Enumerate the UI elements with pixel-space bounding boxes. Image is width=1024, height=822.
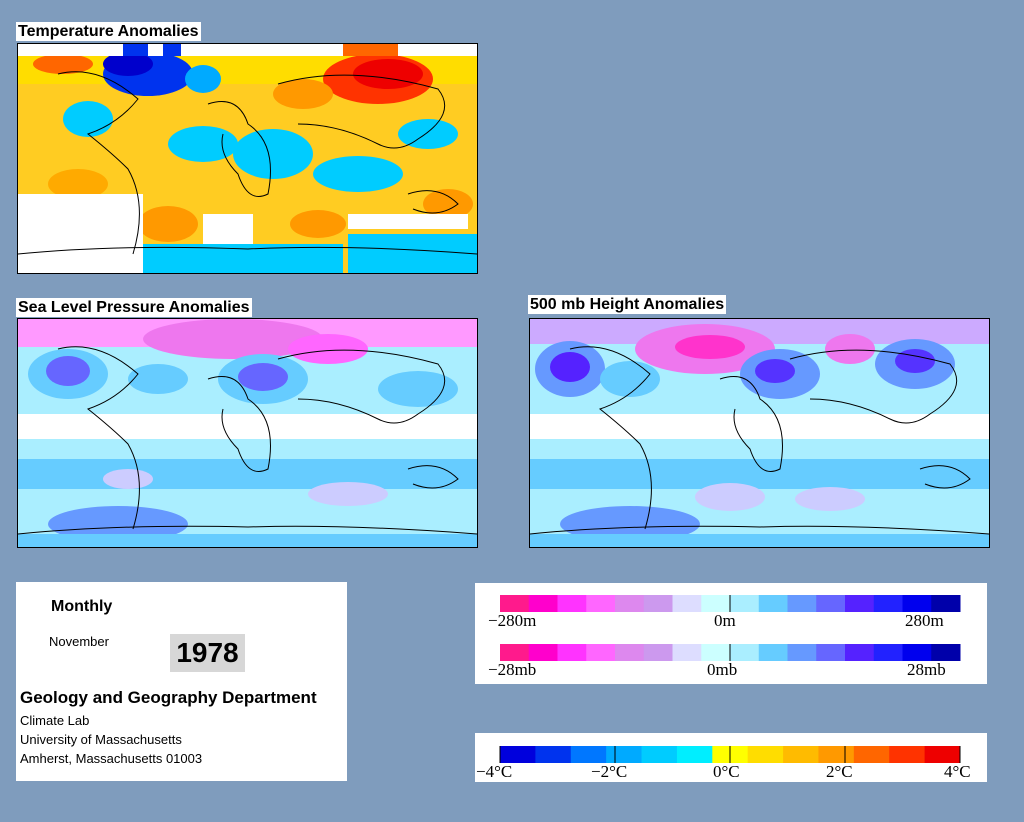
color-swatch: [615, 644, 645, 661]
color-swatch: [818, 746, 855, 763]
color-swatch: [643, 644, 673, 661]
color-swatch: [557, 595, 587, 612]
month-label: November: [49, 634, 109, 649]
color-swatch: [730, 595, 760, 612]
color-swatch: [672, 595, 702, 612]
slp-anomalies-title: Sea Level Pressure Anomalies: [16, 298, 252, 317]
pressure-max-label: 28mb: [907, 660, 946, 679]
height-color-scale: [500, 595, 961, 612]
color-swatch: [845, 644, 875, 661]
color-swatch: [500, 595, 530, 612]
height-max-label: 280m: [905, 611, 944, 630]
color-swatch: [528, 644, 558, 661]
color-swatch: [701, 644, 731, 661]
temp-tick-1: −4°C: [476, 762, 513, 781]
height-mid-label: 0m: [714, 611, 736, 630]
color-swatch: [641, 746, 678, 763]
color-swatch: [758, 595, 788, 612]
color-swatch: [500, 644, 530, 661]
color-swatch: [816, 595, 846, 612]
color-swatch: [783, 746, 819, 763]
color-swatch: [902, 644, 932, 661]
color-swatch: [672, 644, 702, 661]
university-name: University of Massachusetts: [20, 732, 182, 747]
slp-anomaly-map: [17, 318, 478, 548]
color-swatch: [676, 746, 713, 763]
color-swatch: [931, 595, 961, 612]
color-swatch: [535, 746, 572, 763]
color-swatch: [816, 644, 846, 661]
temp-tick-3: 0°C: [713, 762, 740, 781]
color-swatch: [586, 644, 616, 661]
color-swatch: [758, 644, 788, 661]
temp-tick-2: −2°C: [591, 762, 628, 781]
pressure-color-scale: [500, 644, 961, 661]
year-display: 1978: [170, 634, 245, 672]
temp-tick-5: 4°C: [944, 762, 971, 781]
color-swatch: [747, 746, 784, 763]
color-swatch: [500, 746, 536, 763]
color-swatch: [615, 595, 645, 612]
address-line: Amherst, Massachusetts 01003: [20, 751, 203, 766]
color-swatch: [889, 746, 926, 763]
lab-name: Climate Lab: [20, 713, 90, 728]
temperature-anomaly-map: [17, 43, 478, 274]
height-pressure-legend: −280m 0m 280m −28mb 0mb 28mb: [475, 583, 987, 684]
color-swatch: [853, 746, 890, 763]
temperature-anomalies-title: Temperature Anomalies: [16, 22, 201, 41]
color-swatch: [643, 595, 673, 612]
height-anomaly-map: [529, 318, 990, 548]
pressure-mid-label: 0mb: [707, 660, 738, 679]
color-swatch: [924, 746, 961, 763]
color-swatch: [528, 595, 558, 612]
color-swatch: [873, 595, 903, 612]
color-swatch: [787, 595, 817, 612]
color-swatch: [931, 644, 961, 661]
color-swatch: [730, 644, 760, 661]
department-name: Geology and Geography Department: [20, 688, 317, 707]
temperature-color-scale: [499, 746, 961, 763]
color-swatch: [701, 595, 731, 612]
pressure-min-label: −28mb: [488, 660, 537, 679]
color-swatch: [787, 644, 817, 661]
temperature-legend: −4°C −2°C 0°C 2°C 4°C: [475, 733, 987, 782]
color-swatch: [902, 595, 932, 612]
color-swatch: [557, 644, 587, 661]
info-panel: Monthly November 1978 Geology and Geogra…: [16, 582, 347, 781]
color-swatch: [873, 644, 903, 661]
temp-tick-4: 2°C: [826, 762, 853, 781]
period-label: Monthly: [51, 598, 113, 615]
height-anomalies-title: 500 mb Height Anomalies: [528, 295, 727, 314]
color-swatch: [586, 595, 616, 612]
color-swatch: [845, 595, 875, 612]
color-swatch: [570, 746, 607, 763]
color-swatch: [606, 746, 643, 763]
height-min-label: −280m: [488, 611, 537, 630]
